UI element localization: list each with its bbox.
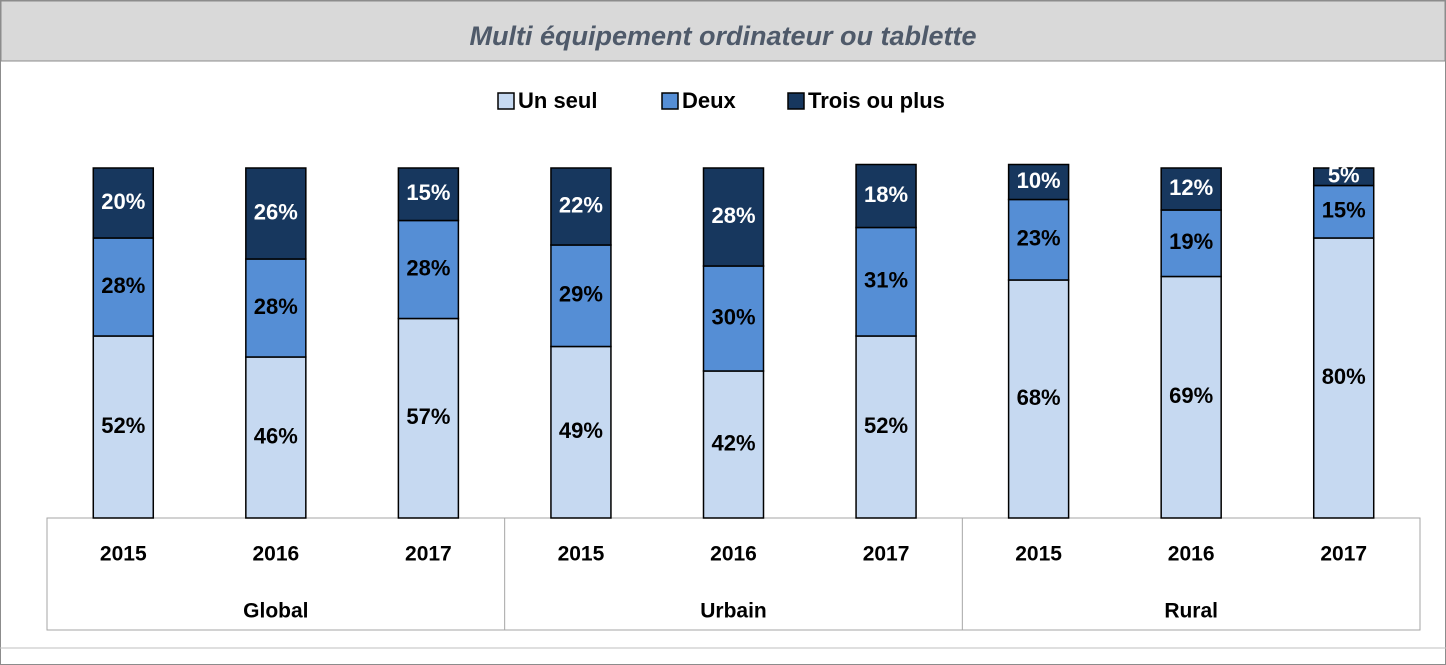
value-label: 20% bbox=[101, 189, 145, 214]
value-label: 28% bbox=[101, 273, 145, 298]
value-label: 69% bbox=[1169, 383, 1213, 408]
group-label: Rural bbox=[1164, 600, 1218, 623]
bar-segment bbox=[1312, 167, 1375, 187]
bar-segment bbox=[1007, 279, 1070, 519]
legend-label: Deux bbox=[682, 88, 737, 113]
bar-segment bbox=[245, 167, 307, 260]
bar-segment bbox=[1007, 163, 1070, 201]
bar-segment bbox=[550, 345, 612, 519]
group-label: Urbain bbox=[700, 600, 767, 623]
legend-label: Un seul bbox=[518, 88, 597, 113]
value-label: 28% bbox=[406, 255, 450, 280]
x-tick-label: 2015 bbox=[558, 543, 605, 566]
value-label: 68% bbox=[1017, 385, 1061, 410]
bar-segment bbox=[92, 335, 155, 519]
legend-swatch bbox=[497, 92, 515, 110]
value-label: 46% bbox=[254, 423, 298, 448]
value-label: 18% bbox=[864, 182, 908, 207]
value-label: 29% bbox=[559, 282, 603, 307]
value-label: 57% bbox=[406, 404, 450, 429]
bar-segment bbox=[245, 258, 307, 358]
bar-segment bbox=[397, 219, 460, 320]
group-label: Global bbox=[243, 600, 308, 623]
bar-segment bbox=[1312, 237, 1375, 519]
value-label: 10% bbox=[1017, 168, 1061, 193]
value-label: 22% bbox=[559, 192, 603, 217]
value-label: 52% bbox=[101, 413, 145, 438]
value-label: 26% bbox=[254, 199, 298, 224]
bar-segment bbox=[1160, 167, 1222, 211]
bar-segment bbox=[92, 167, 155, 239]
x-tick-label: 2017 bbox=[405, 543, 452, 566]
value-label: 28% bbox=[254, 294, 298, 319]
legend-swatch bbox=[787, 92, 805, 110]
value-label: 52% bbox=[864, 413, 908, 438]
bar-segment bbox=[550, 244, 612, 348]
bar-segment bbox=[855, 226, 917, 337]
x-tick-label: 2017 bbox=[863, 543, 910, 566]
bar-segment bbox=[855, 335, 917, 519]
bar-segment bbox=[1007, 198, 1070, 281]
bar-segment bbox=[855, 163, 917, 229]
chart-title: Multi équipement ordinateur ou tablette bbox=[469, 21, 976, 51]
x-tick-label: 2016 bbox=[710, 543, 757, 566]
bar-segment bbox=[550, 167, 612, 246]
x-tick-label: 2015 bbox=[100, 543, 147, 566]
x-tick-label: 2017 bbox=[1320, 543, 1367, 566]
value-label: 31% bbox=[864, 268, 908, 293]
legend-label: Trois ou plus bbox=[808, 88, 945, 113]
bar-segment bbox=[1312, 184, 1375, 239]
bar-segment bbox=[702, 370, 765, 519]
bar-segment bbox=[1160, 209, 1222, 278]
value-label: 42% bbox=[711, 430, 755, 455]
value-label: 49% bbox=[559, 418, 603, 443]
value-label: 19% bbox=[1169, 229, 1213, 254]
title-bar bbox=[0, 0, 1446, 62]
value-label: 23% bbox=[1017, 226, 1061, 251]
value-label: 28% bbox=[711, 203, 755, 228]
value-label: 15% bbox=[406, 180, 450, 205]
value-label: 15% bbox=[1322, 198, 1366, 223]
value-label: 12% bbox=[1169, 175, 1213, 200]
x-tick-label: 2015 bbox=[1015, 543, 1062, 566]
bar-segment bbox=[92, 237, 155, 337]
bar-segment bbox=[397, 317, 460, 519]
x-tick-label: 2016 bbox=[252, 543, 299, 566]
legend-swatch bbox=[661, 92, 679, 110]
bar-segment bbox=[245, 356, 307, 519]
bar-segment bbox=[702, 167, 765, 267]
x-tick-label: 2016 bbox=[1168, 543, 1215, 566]
value-label: 5% bbox=[1328, 163, 1360, 188]
bar-segment bbox=[397, 167, 460, 222]
value-label: 30% bbox=[711, 304, 755, 329]
value-label: 80% bbox=[1322, 364, 1366, 389]
bar-segment bbox=[702, 265, 765, 372]
